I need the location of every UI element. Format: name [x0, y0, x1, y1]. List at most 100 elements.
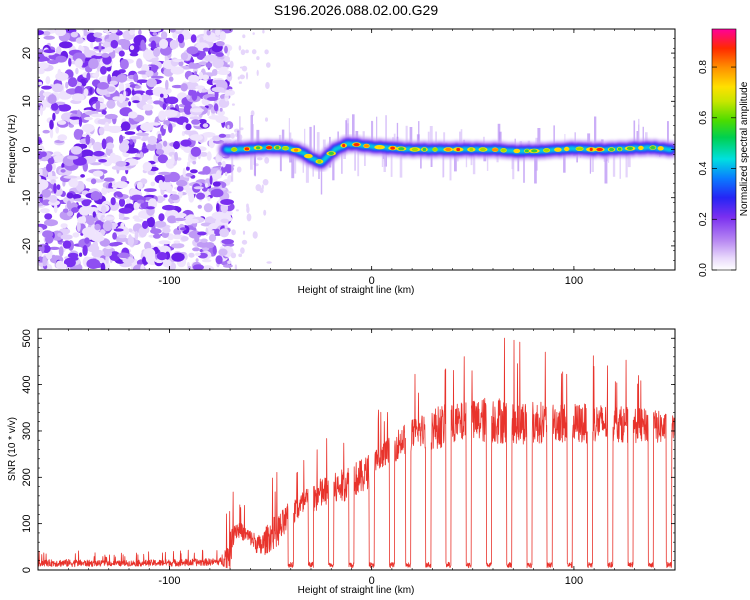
- noise-blob: [189, 134, 203, 141]
- noise-blob: [215, 29, 221, 36]
- noise-blob: [57, 134, 68, 142]
- noise-blob: [112, 232, 117, 240]
- noise-blob: [231, 103, 235, 106]
- noise-blob: [246, 205, 250, 214]
- noise-blob: [66, 200, 72, 209]
- noise-blob: [100, 205, 107, 214]
- noise-blob: [140, 39, 146, 50]
- noise-blob: [167, 171, 181, 183]
- noise-blob: [259, 187, 264, 194]
- noise-blob: [169, 29, 176, 33]
- noise-blob: [189, 116, 202, 120]
- snr-background: [38, 329, 675, 570]
- noise-blob: [94, 52, 104, 57]
- noise-blob: [93, 150, 105, 157]
- ridge-hotspot: [456, 147, 461, 152]
- ridge-streak: [320, 161, 323, 195]
- noise-blob: [197, 204, 202, 209]
- noise-blob: [60, 223, 68, 229]
- snr-panel: -100 0 100 0 100 200 300 400 500 Height of stra…: [7, 328, 676, 596]
- noise-blob: [145, 70, 154, 77]
- noise-blob: [51, 102, 59, 111]
- noise-blob: [85, 134, 91, 145]
- ridge-hotspot: [275, 146, 280, 150]
- noise-blob: [109, 80, 118, 86]
- noise-blob: [106, 142, 115, 150]
- noise-blob: [105, 46, 114, 53]
- noise-blob: [211, 211, 226, 220]
- noise-blob: [224, 56, 231, 62]
- noise-blob: [44, 249, 50, 253]
- noise-blob: [205, 242, 215, 249]
- noise-blob: [57, 120, 67, 125]
- noise-blob: [166, 185, 173, 193]
- noise-blob: [146, 142, 157, 151]
- ridge-streak: [454, 149, 457, 172]
- noise-blob: [100, 262, 106, 270]
- noise-blob: [150, 228, 162, 235]
- noise-blob: [214, 228, 221, 236]
- noise-blob: [38, 62, 49, 70]
- noise-blob: [167, 215, 177, 224]
- noise-blob: [80, 174, 85, 178]
- noise-blob: [79, 252, 83, 257]
- noise-blob: [264, 49, 269, 55]
- noise-blob: [41, 189, 52, 198]
- noise-blob: [55, 55, 67, 63]
- noise-blob: [206, 151, 212, 161]
- noise-blob: [90, 178, 97, 185]
- y-tick-label: 300: [21, 422, 33, 440]
- noise-blob: [82, 245, 88, 256]
- noise-blob: [238, 81, 242, 84]
- noise-blob: [75, 67, 79, 75]
- ridge-hotspot: [231, 147, 238, 152]
- ridge-hotspot: [596, 147, 603, 152]
- noise-blob: [142, 220, 149, 229]
- ridge-hotspot: [398, 147, 405, 151]
- ridge-streak: [442, 149, 444, 178]
- noise-blob: [266, 261, 272, 264]
- noise-blob: [158, 179, 163, 185]
- noise-blob: [146, 216, 155, 228]
- noise-blob: [144, 241, 152, 251]
- noise-blob: [198, 119, 207, 124]
- noise-blob: [155, 149, 165, 155]
- noise-blob: [118, 234, 127, 239]
- ridge-streak: [288, 118, 290, 149]
- noise-blob: [140, 264, 145, 270]
- ridge-hotspot: [469, 147, 474, 152]
- noise-blob: [159, 38, 169, 49]
- noise-blob: [239, 74, 245, 80]
- noise-blob: [122, 139, 130, 145]
- noise-blob: [217, 161, 222, 166]
- ridge-streak: [253, 148, 256, 176]
- noise-blob: [73, 128, 83, 140]
- noise-blob: [242, 230, 246, 235]
- ridge-streak: [385, 115, 387, 148]
- ridge-streak: [345, 120, 347, 145]
- noise-blob: [257, 157, 263, 161]
- ridge-streak: [237, 130, 240, 150]
- noise-blob: [134, 85, 141, 89]
- noise-blob: [173, 217, 186, 222]
- noise-blob: [55, 126, 59, 134]
- ridge-streak: [534, 150, 537, 184]
- noise-blob: [224, 225, 228, 229]
- noise-blob: [42, 129, 50, 134]
- noise-blob: [74, 85, 83, 96]
- noise-blob: [101, 109, 107, 115]
- noise-blob: [117, 252, 130, 259]
- noise-blob: [196, 192, 205, 200]
- ridge-streak: [517, 150, 520, 172]
- noise-blob: [207, 96, 218, 101]
- ridge-streak: [591, 149, 594, 172]
- noise-blob: [209, 175, 213, 185]
- noise-blob: [136, 199, 145, 204]
- noise-blob: [142, 161, 153, 172]
- noise-blob: [202, 47, 210, 52]
- noise-blob: [44, 213, 53, 220]
- noise-blob: [206, 29, 211, 36]
- top-x-axis-label: Height of straight line (km): [298, 285, 415, 296]
- ridge-hotspot: [543, 148, 550, 152]
- noise-blob: [165, 96, 179, 105]
